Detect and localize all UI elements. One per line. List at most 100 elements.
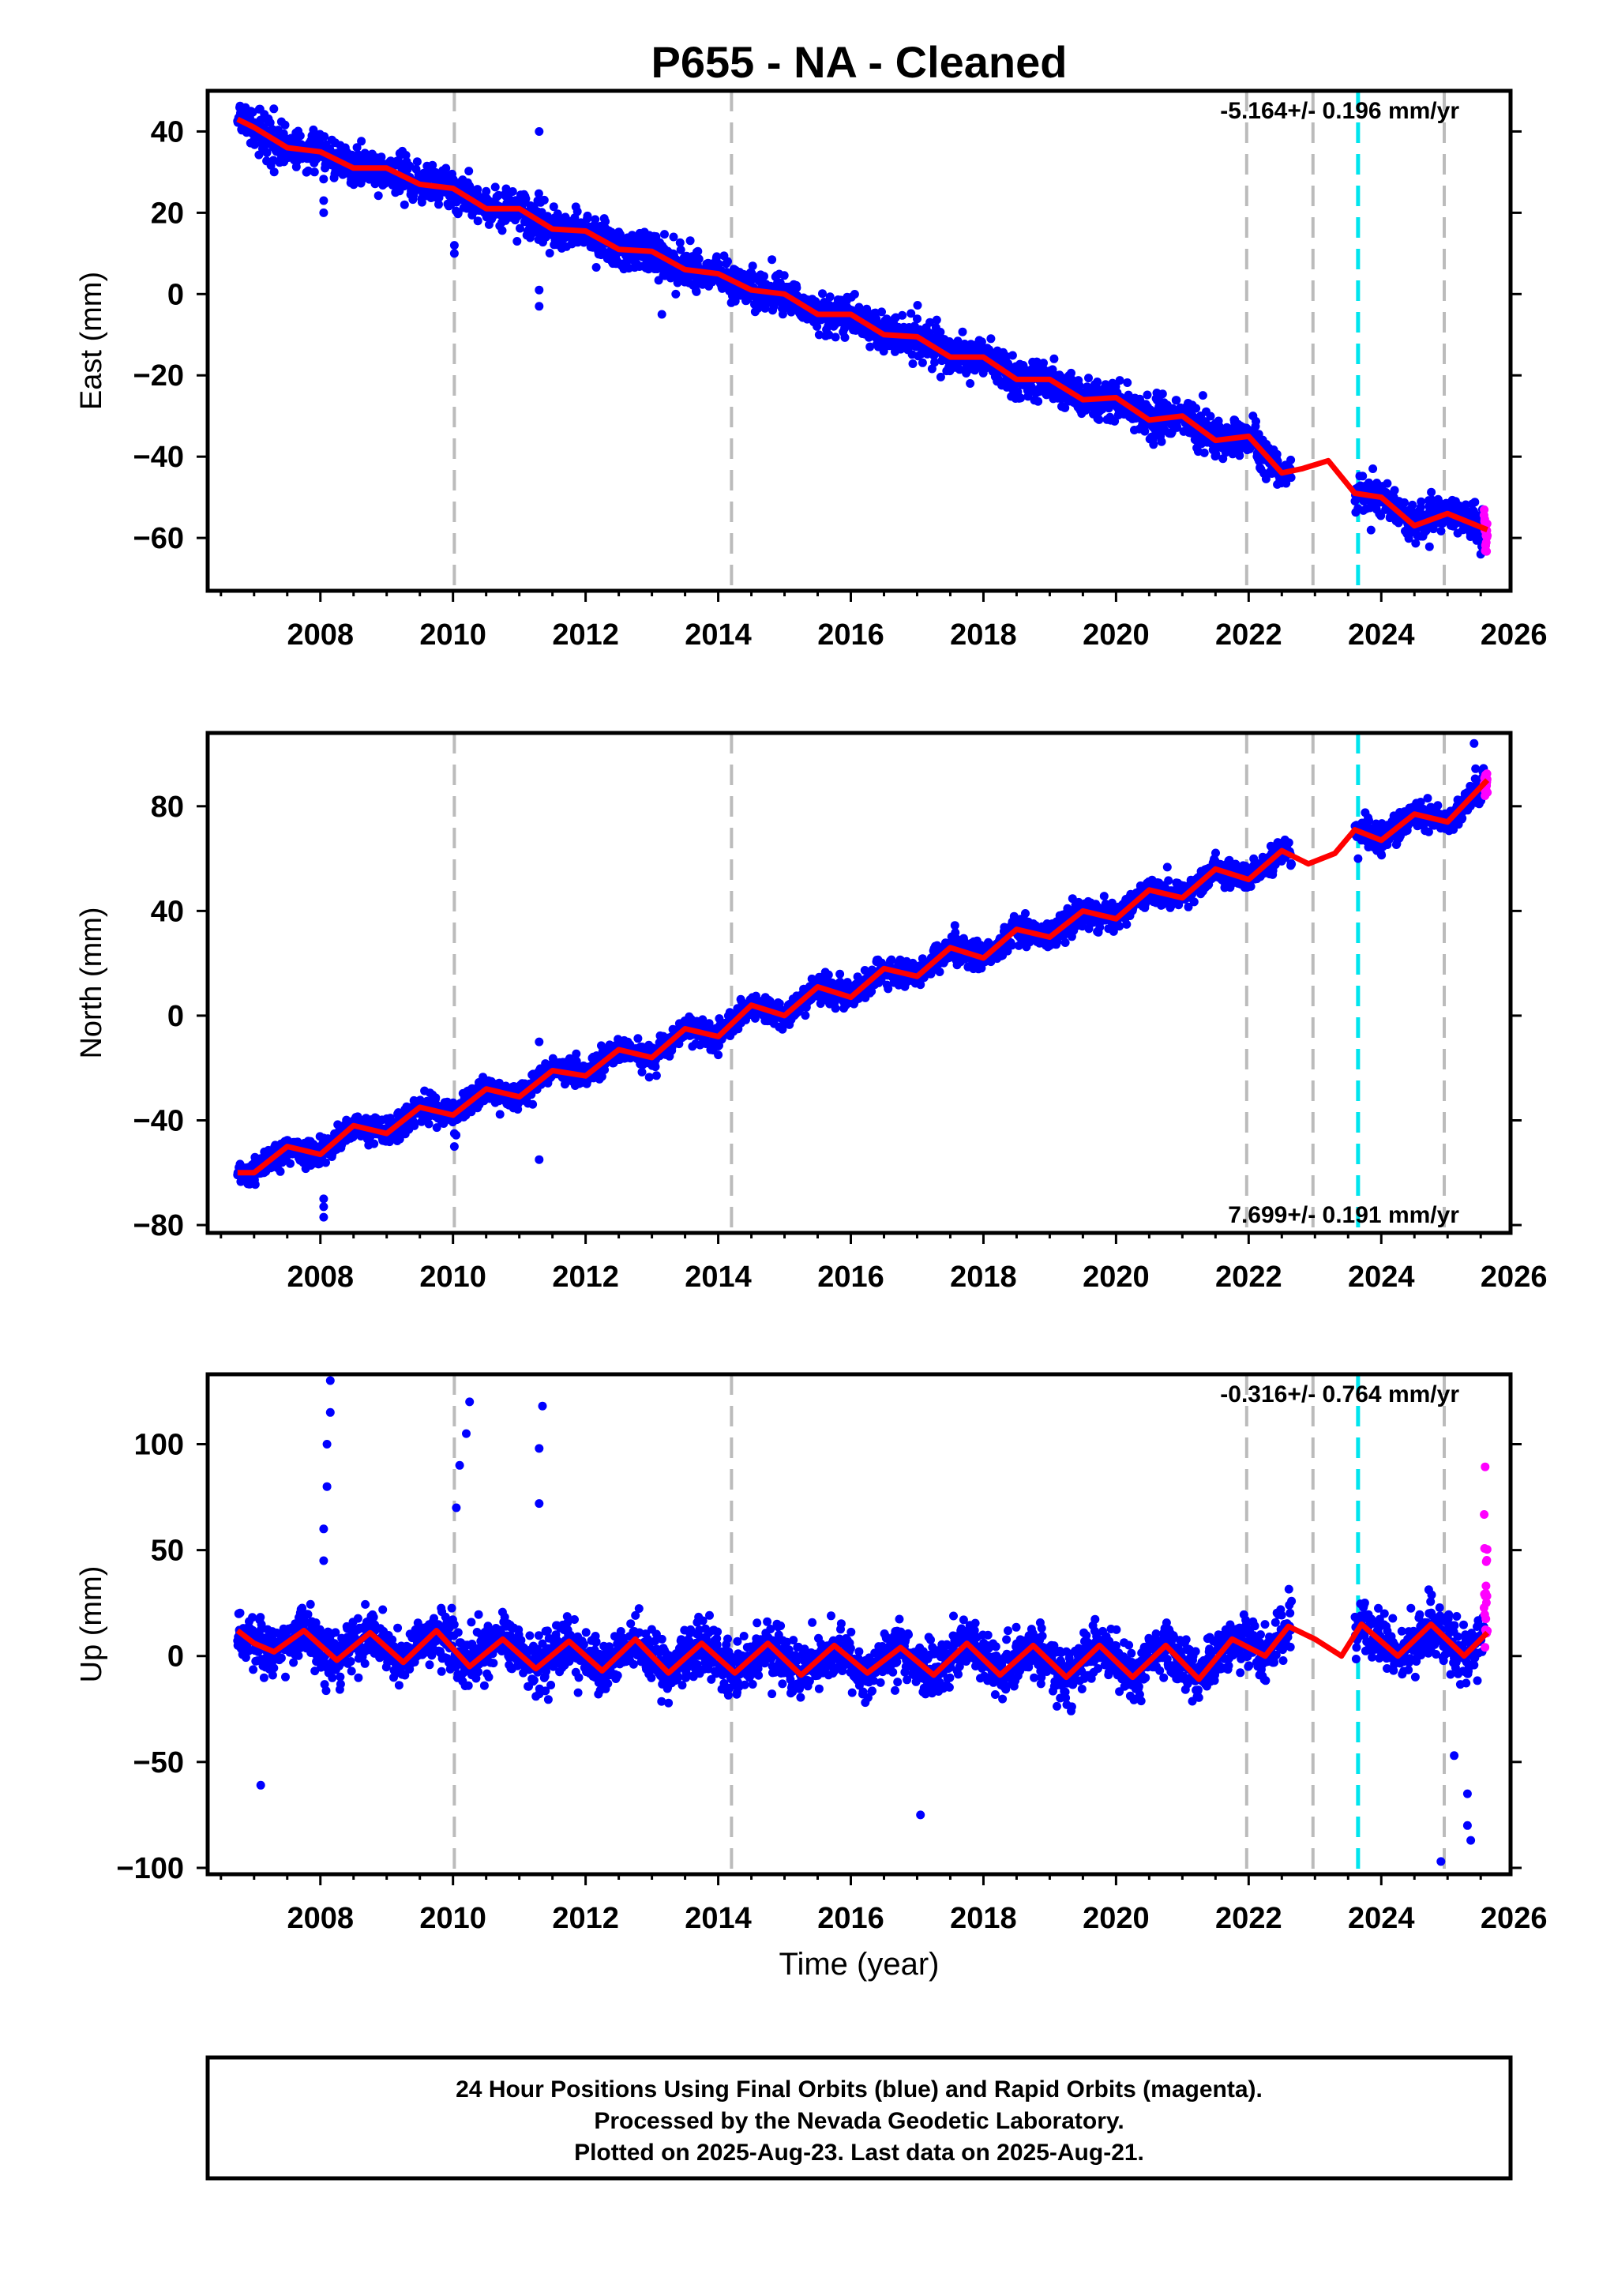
outlier-point [450, 249, 459, 257]
final-orbit-point [768, 255, 776, 264]
final-orbit-point [1199, 391, 1207, 400]
final-orbit-point [474, 216, 482, 225]
final-orbit-point [652, 1071, 661, 1080]
x-tick-label: 2016 [817, 618, 884, 652]
final-orbit-point [686, 236, 695, 245]
final-orbit-point [633, 1034, 642, 1043]
final-orbit-point [749, 261, 757, 270]
final-orbit-point [546, 249, 554, 257]
final-orbit-point [374, 191, 383, 200]
final-orbit-point [1123, 378, 1132, 387]
final-orbit-point [1408, 501, 1417, 509]
outlier-point [319, 197, 328, 205]
final-orbit-point [645, 1073, 654, 1081]
final-orbit-point [491, 182, 500, 191]
final-orbit-point [1158, 389, 1167, 398]
final-orbit-point [431, 1093, 440, 1102]
final-orbit-point [660, 230, 669, 239]
final-orbit-point [1400, 498, 1409, 507]
x-tick-label: 2020 [1083, 618, 1150, 652]
final-orbit-point [1235, 451, 1244, 460]
final-orbit-point [1008, 351, 1017, 360]
final-orbit-point [1358, 472, 1367, 480]
rapid-orbit-point [1480, 505, 1488, 514]
final-orbit-point [1252, 417, 1260, 426]
final-orbit-point [496, 1110, 505, 1118]
final-orbit-point [464, 167, 473, 175]
final-orbit-point [760, 272, 768, 280]
final-orbit-point [473, 185, 482, 194]
final-orbit-point [914, 301, 922, 310]
final-orbit-point [671, 290, 680, 299]
final-orbit-point [1367, 526, 1376, 535]
final-orbit-point [835, 970, 844, 979]
final-orbit-point [1200, 449, 1209, 457]
final-orbit-point [286, 1159, 295, 1168]
y-tick-label: −60 [133, 522, 184, 555]
final-orbit-point [310, 167, 319, 176]
final-orbit-point [573, 207, 582, 216]
final-orbit-point [695, 254, 704, 263]
final-orbit-point [913, 314, 921, 323]
final-orbit-point [918, 359, 927, 367]
final-orbit-point [1093, 378, 1102, 386]
final-orbit-point [1158, 438, 1166, 446]
outlier-point [319, 209, 328, 217]
final-orbit-point [1016, 394, 1025, 403]
final-orbit-point [638, 1068, 647, 1077]
final-orbit-point [1287, 473, 1296, 482]
final-orbit-point [693, 247, 702, 256]
y-tick-label: 20 [151, 197, 184, 230]
final-orbit-point [959, 328, 967, 336]
final-orbit-point [250, 141, 259, 149]
final-orbit-point [319, 175, 328, 183]
outlier-point [535, 286, 543, 295]
outlier-point [658, 310, 666, 319]
final-orbit-point [1172, 396, 1180, 404]
final-orbit-point [1084, 374, 1093, 382]
final-orbit-point [1427, 488, 1436, 497]
x-tick-label: 2022 [1215, 618, 1282, 652]
final-orbit-point [512, 237, 521, 246]
y-tick-label: −20 [133, 359, 184, 393]
final-orbit-point [509, 187, 517, 196]
final-orbit-point [1149, 440, 1158, 449]
x-tick-label: 2014 [685, 618, 752, 652]
final-orbit-point [1383, 479, 1391, 488]
final-orbit-point [1116, 376, 1124, 385]
final-orbit-point [296, 131, 305, 140]
final-orbit-point [276, 1167, 285, 1176]
x-tick-label: 2024 [1348, 618, 1415, 652]
final-orbit-point [986, 334, 995, 343]
final-orbit-point [281, 121, 290, 130]
final-orbit-point [1140, 427, 1149, 436]
final-orbit-point [540, 196, 549, 205]
y-tick-label: 0 [167, 278, 184, 311]
x-tick-label: 2026 [1481, 618, 1548, 652]
final-orbit-point [269, 104, 278, 113]
final-orbit-point [1192, 404, 1200, 413]
y-tick-label: −40 [133, 441, 184, 474]
final-orbit-point [591, 215, 599, 224]
final-orbit-point [933, 316, 941, 325]
outlier-point [966, 379, 974, 388]
final-orbit-point [1207, 412, 1215, 421]
x-tick-label: 2008 [287, 618, 354, 652]
final-orbit-point [425, 1120, 434, 1129]
final-orbit-point [1417, 498, 1425, 506]
final-orbit-point [528, 1100, 537, 1109]
final-orbit-point [370, 1140, 378, 1148]
final-orbit-point [1034, 397, 1042, 406]
final-orbit-point [831, 1004, 840, 1013]
final-orbit-point [1094, 415, 1103, 424]
final-orbit-point [251, 1180, 260, 1189]
final-orbit-point [410, 1122, 419, 1130]
final-orbit-point [670, 233, 678, 242]
x-tick-label: 2012 [552, 618, 619, 652]
final-orbit-point [1425, 543, 1434, 551]
final-orbit-point [792, 284, 801, 292]
final-orbit-point [936, 968, 944, 976]
final-orbit-point [780, 271, 789, 280]
final-orbit-point [1286, 456, 1295, 464]
